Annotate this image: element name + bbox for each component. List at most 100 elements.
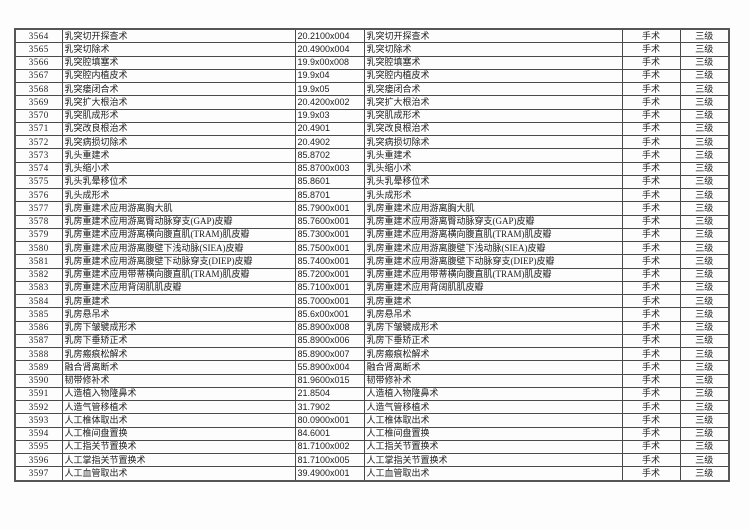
- procedure-name-cell: 乳房重建术: [61, 294, 296, 309]
- grade-level-cell: 三级: [679, 307, 730, 322]
- procedure-name-cell: 乳房下皱襞成形术: [61, 320, 296, 335]
- grade-level-cell: 三级: [679, 135, 730, 150]
- table-row: 3585 乳房悬吊术 85.6x00x001 乳房悬吊术 手术 三级: [14, 307, 730, 322]
- operation-type-cell: 手术: [621, 320, 681, 335]
- operation-type-cell: 手术: [621, 68, 681, 84]
- procedure-name-cell: 韧带修补术: [61, 373, 296, 388]
- operation-type-cell: 手术: [621, 148, 681, 163]
- operation-type-cell: 手术: [621, 174, 681, 190]
- grade-level-cell: 三级: [679, 227, 730, 243]
- row-number-cell: 3573: [14, 148, 63, 163]
- procedure-code-cell: 84.6001: [294, 426, 365, 441]
- procedure-name-repeat-cell: 乳房悬吊术: [363, 307, 623, 322]
- grade-level-cell: 三级: [679, 333, 730, 349]
- procedure-name-repeat-cell: 乳房下垂矫正术: [363, 333, 623, 349]
- operation-type-cell: 手术: [621, 267, 681, 282]
- operation-type-cell: 手术: [621, 413, 681, 428]
- table-row: 3588 乳房瘢痕松解术 85.8900x007 乳房瘢痕松解术 手术 三级: [14, 347, 730, 362]
- operation-type-cell: 手术: [621, 426, 681, 441]
- procedure-name-cell: 乳突腔填塞术: [61, 55, 296, 70]
- row-number-cell: 3565: [14, 42, 63, 57]
- operation-type-cell: 手术: [621, 333, 681, 349]
- procedure-name-cell: 乳突扩大根治术: [61, 95, 296, 110]
- table-row: 3593 人工椎体取出术 80.0900x001 人工椎体取出术 手术 三级: [14, 413, 730, 428]
- operation-type-cell: 手术: [621, 280, 681, 296]
- procedure-code-cell: 81.9600x015: [294, 373, 365, 388]
- table-row: 3575 乳头乳晕移位术 85.8601 乳头乳晕移位术 手术 三级: [14, 174, 730, 190]
- procedure-name-repeat-cell: 乳房下皱襞成形术: [363, 320, 623, 335]
- procedure-name-repeat-cell: 乳房重建术应用游离臀动脉穿支(GAP)皮瓣: [363, 214, 623, 229]
- row-number-cell: 3564: [14, 28, 63, 44]
- procedure-code-cell: 85.7600x001: [294, 214, 365, 229]
- row-number-cell: 3569: [14, 95, 63, 110]
- table-row: 3583 乳房重建术应用背阔肌肌皮瓣 85.7100x001 乳房重建术应用背阔肌肌皮…: [14, 280, 730, 296]
- table-row: 3581 乳房重建术应用游离腹壁下动脉穿支(DIEP)皮瓣 85.7400x001 乳…: [14, 254, 730, 269]
- grade-level-cell: 三级: [679, 466, 730, 482]
- procedure-code-cell: 85.8700x003: [294, 161, 365, 176]
- table-row: 3574 乳头缩小术 85.8700x003 乳头缩小术 手术 三级: [14, 161, 730, 176]
- procedure-table: 3564 乳突切开探查术 20.2100x004 乳突切开探查术 手术 三级 3565 乳突切…: [14, 28, 730, 482]
- procedure-name-cell: 乳房重建术应用背阔肌肌皮瓣: [61, 280, 296, 296]
- procedure-code-cell: 21.8504: [294, 386, 365, 402]
- row-number-cell: 3587: [14, 333, 63, 349]
- procedure-code-cell: 31.7902: [294, 400, 365, 415]
- row-number-cell: 3582: [14, 267, 63, 282]
- procedure-name-repeat-cell: 乳头重建术: [363, 148, 623, 163]
- procedure-code-cell: 20.4902: [294, 135, 365, 150]
- procedure-name-cell: 人造植入物隆鼻术: [61, 386, 296, 402]
- procedure-name-cell: 融合肾离断术: [61, 360, 296, 375]
- procedure-code-cell: 19.9x03: [294, 108, 365, 123]
- table-row: 3566 乳突腔填塞术 19.9x00x008 乳突腔填塞术 手术 三级: [14, 55, 730, 70]
- procedure-code-cell: 55.8900x004: [294, 360, 365, 375]
- table-row: 3578 乳房重建术应用游离臀动脉穿支(GAP)皮瓣 85.7600x001 乳房重建…: [14, 214, 730, 229]
- procedure-name-cell: 乳房重建术应用游离腹壁下动脉穿支(DIEP)皮瓣: [61, 254, 296, 269]
- operation-type-cell: 手术: [621, 28, 681, 44]
- row-number-cell: 3570: [14, 108, 63, 123]
- grade-level-cell: 三级: [679, 201, 730, 216]
- row-number-cell: 3566: [14, 55, 63, 70]
- procedure-name-repeat-cell: 乳头乳晕移位术: [363, 174, 623, 190]
- procedure-name-repeat-cell: 乳突腔填塞术: [363, 55, 623, 70]
- row-number-cell: 3576: [14, 188, 63, 203]
- table-row: 3579 乳房重建术应用游离横向腹直肌(TRAM)肌皮瓣 85.7300x001 乳房…: [14, 227, 730, 243]
- table-row: 3582 乳房重建术应用带蒂横向腹直肌(TRAM)肌皮瓣 85.7200x001 乳房…: [14, 267, 730, 282]
- procedure-name-repeat-cell: 韧带修补术: [363, 373, 623, 388]
- procedure-code-cell: 81.7100x005: [294, 453, 365, 468]
- procedure-name-cell: 人工指关节置换术: [61, 439, 296, 455]
- table-row: 3573 乳头重建术 85.8702 乳头重建术 手术 三级: [14, 148, 730, 163]
- table-row: 3586 乳房下皱襞成形术 85.8900x008 乳房下皱襞成形术 手术 三级: [14, 320, 730, 335]
- procedure-name-repeat-cell: 乳房重建术应用游离腹壁下动脉穿支(DIEP)皮瓣: [363, 254, 623, 269]
- operation-type-cell: 手术: [621, 161, 681, 176]
- procedure-code-cell: 85.8900x007: [294, 347, 365, 362]
- grade-level-cell: 三级: [679, 188, 730, 203]
- procedure-code-cell: 85.7300x001: [294, 227, 365, 243]
- grade-level-cell: 三级: [679, 108, 730, 123]
- row-number-cell: 3589: [14, 360, 63, 375]
- grade-level-cell: 三级: [679, 439, 730, 455]
- grade-level-cell: 三级: [679, 386, 730, 402]
- procedure-code-cell: 20.4901: [294, 121, 365, 137]
- procedure-code-cell: 20.2100x004: [294, 28, 365, 44]
- grade-level-cell: 三级: [679, 121, 730, 137]
- table-row: 3569 乳突扩大根治术 20.4200x002 乳突扩大根治术 手术 三级: [14, 95, 730, 110]
- table-row: 3589 融合肾离断术 55.8900x004 融合肾离断术 手术 三级: [14, 360, 730, 375]
- operation-type-cell: 手术: [621, 439, 681, 455]
- grade-level-cell: 三级: [679, 426, 730, 441]
- operation-type-cell: 手术: [621, 466, 681, 482]
- grade-level-cell: 三级: [679, 400, 730, 415]
- row-number-cell: 3586: [14, 320, 63, 335]
- procedure-name-repeat-cell: 乳头缩小术: [363, 161, 623, 176]
- operation-type-cell: 手术: [621, 227, 681, 243]
- procedure-name-cell: 乳房重建术应用游离臀动脉穿支(GAP)皮瓣: [61, 214, 296, 229]
- operation-type-cell: 手术: [621, 55, 681, 70]
- grade-level-cell: 三级: [679, 214, 730, 229]
- table-row: 3597 人工血管取出术 39.4900x001 人工血管取出术 手术 三级: [14, 466, 730, 482]
- grade-level-cell: 三级: [679, 413, 730, 428]
- table-row: 3576 乳头成形术 85.8701 乳头成形术 手术 三级: [14, 188, 730, 203]
- procedure-name-repeat-cell: 乳房瘢痕松解术: [363, 347, 623, 362]
- procedure-name-cell: 乳突瘘闭合术: [61, 82, 296, 97]
- procedure-name-repeat-cell: 人造气管移植术: [363, 400, 623, 415]
- operation-type-cell: 手术: [621, 135, 681, 150]
- table-row: 3580 乳房重建术应用游离腹壁下浅动脉(SIEA)皮瓣 85.7500x001 乳房…: [14, 241, 730, 256]
- row-number-cell: 3572: [14, 135, 63, 150]
